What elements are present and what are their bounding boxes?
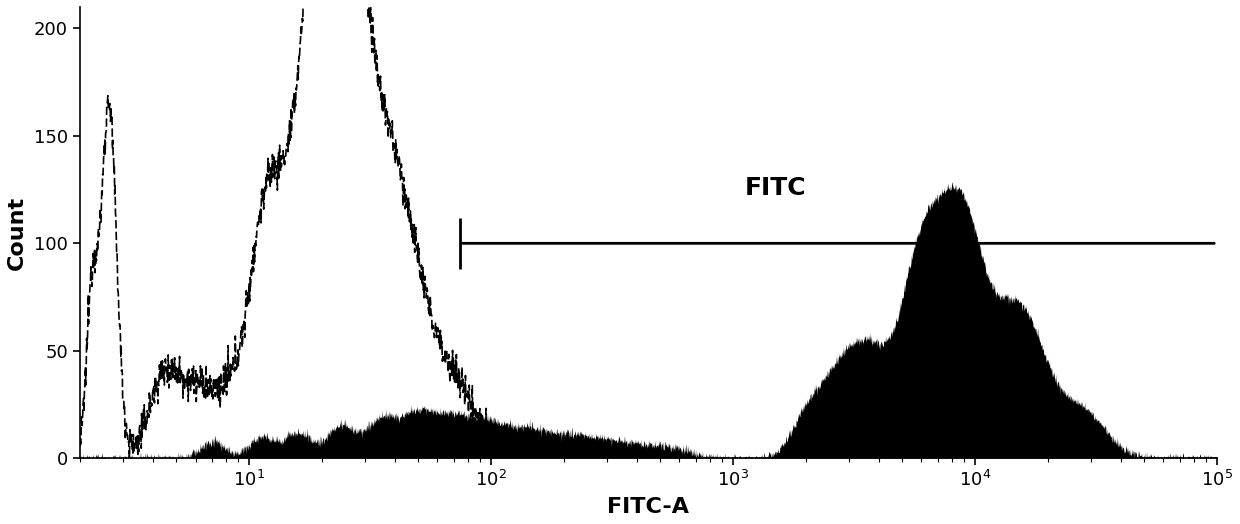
X-axis label: FITC-A: FITC-A — [608, 497, 689, 517]
Y-axis label: Count: Count — [7, 195, 27, 270]
Text: FITC: FITC — [745, 177, 807, 200]
